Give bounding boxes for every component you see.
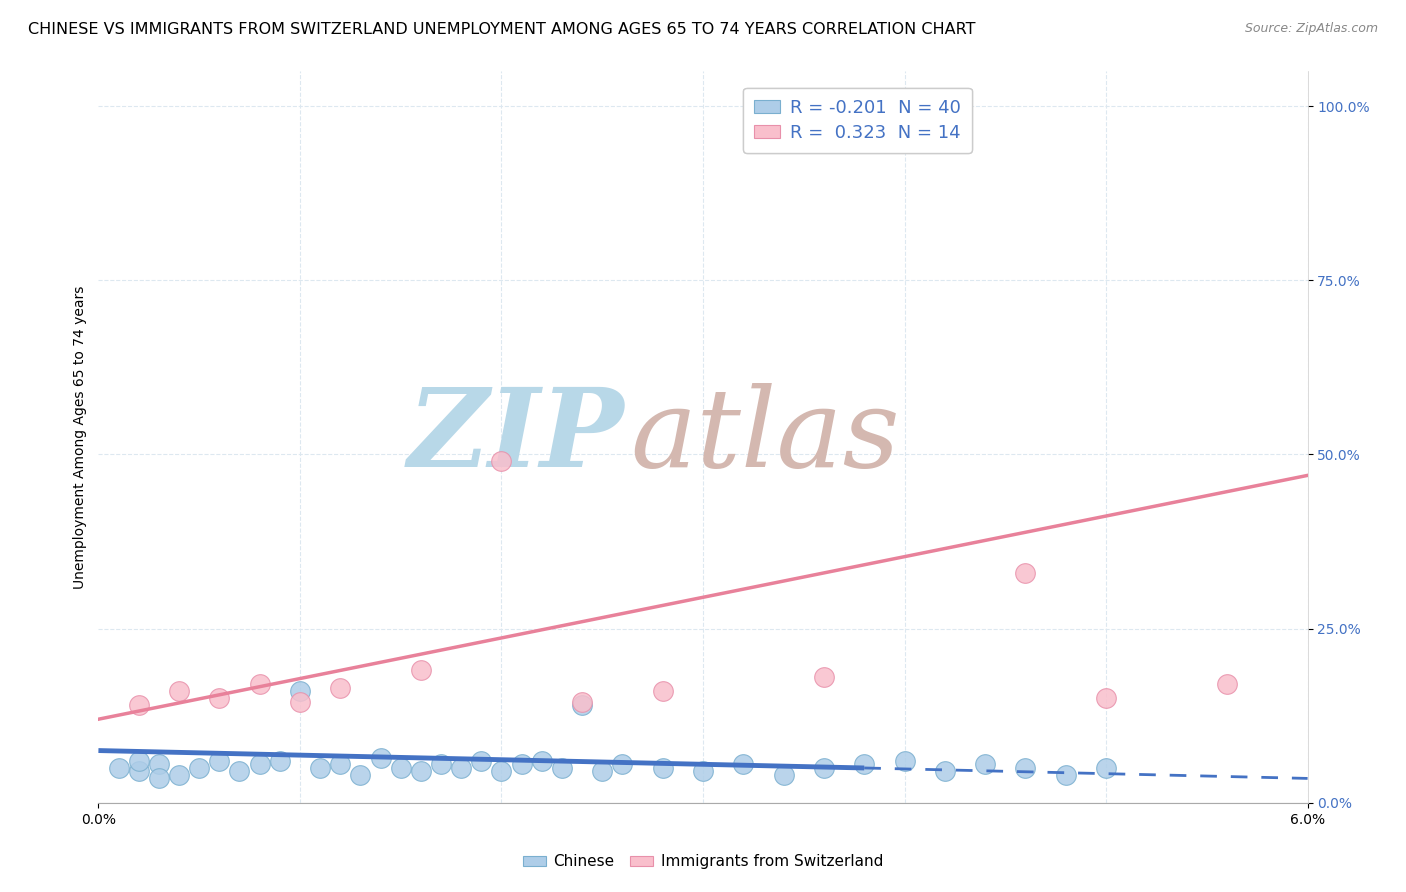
Point (974, 757, 997, 772)
Point (228, 764, 250, 779)
Point (491, 454, 513, 468)
Point (148, 772, 170, 786)
Point (269, 754, 291, 768)
Point (329, 757, 352, 772)
Text: ZIP: ZIP (408, 384, 624, 491)
Point (128, 764, 150, 779)
Point (571, 695, 593, 709)
Point (813, 670, 835, 684)
Point (370, 750, 392, 764)
Point (551, 761, 574, 775)
Text: atlas: atlas (630, 384, 900, 491)
Point (733, 757, 755, 772)
Point (188, 761, 211, 775)
Point (1054, 768, 1077, 782)
Point (329, 681, 352, 695)
Point (208, 754, 231, 768)
Point (208, 691, 231, 706)
Point (1014, 761, 1036, 775)
Point (934, 764, 956, 779)
Point (167, 768, 190, 782)
Point (249, 757, 271, 772)
Point (1216, 677, 1239, 691)
Point (692, 764, 714, 779)
Point (409, 764, 432, 779)
Legend: Chinese, Immigrants from Switzerland: Chinese, Immigrants from Switzerland (517, 848, 889, 875)
Point (430, 757, 453, 772)
Point (612, 757, 634, 772)
Point (349, 768, 371, 782)
Point (128, 754, 150, 768)
Text: CHINESE VS IMMIGRANTS FROM SWITZERLAND UNEMPLOYMENT AMONG AGES 65 TO 74 YEARS CO: CHINESE VS IMMIGRANTS FROM SWITZERLAND U… (28, 22, 976, 37)
Point (1014, 566, 1036, 580)
Point (853, 757, 876, 772)
Point (409, 664, 432, 678)
Point (571, 698, 593, 713)
Point (128, 698, 150, 713)
Point (288, 695, 311, 709)
Point (491, 764, 513, 779)
Point (1095, 691, 1118, 706)
Point (893, 754, 915, 768)
Point (249, 677, 271, 691)
Y-axis label: Unemployment Among Ages 65 to 74 years: Unemployment Among Ages 65 to 74 years (73, 285, 87, 589)
Point (651, 761, 673, 775)
Legend: R = -0.201  N = 40, R =  0.323  N = 14: R = -0.201 N = 40, R = 0.323 N = 14 (744, 87, 972, 153)
Point (309, 761, 332, 775)
Point (450, 761, 472, 775)
Point (470, 754, 492, 768)
Point (148, 757, 170, 772)
Point (107, 761, 129, 775)
Point (510, 757, 533, 772)
Point (813, 761, 835, 775)
Point (167, 684, 190, 698)
Point (288, 684, 311, 698)
Point (389, 761, 412, 775)
Point (591, 764, 613, 779)
Text: Source: ZipAtlas.com: Source: ZipAtlas.com (1244, 22, 1378, 36)
Point (1095, 761, 1118, 775)
Point (651, 684, 673, 698)
Point (530, 754, 553, 768)
Point (772, 768, 794, 782)
